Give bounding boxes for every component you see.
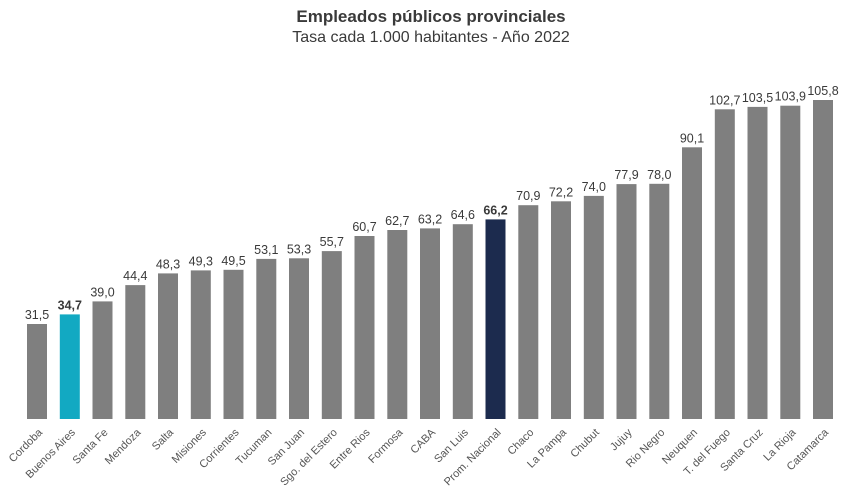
value-label-caba: 63,2 bbox=[418, 212, 442, 226]
category-label-salta: Salta bbox=[150, 426, 177, 453]
category-label-chubut: Chubut bbox=[568, 427, 602, 461]
bar-salta bbox=[158, 273, 178, 419]
bar-entre-rios bbox=[354, 236, 375, 419]
value-label-corrientes: 49,5 bbox=[221, 254, 245, 268]
value-label-santa-cruz: 103,5 bbox=[742, 91, 773, 105]
bar-buenos-aires bbox=[59, 314, 80, 419]
value-label-chubut: 74,0 bbox=[582, 180, 606, 194]
bar-catamarca bbox=[813, 100, 833, 419]
value-label-chaco: 70,9 bbox=[516, 189, 540, 203]
value-label-catamarca: 105,8 bbox=[807, 84, 838, 98]
bar-caba bbox=[420, 228, 440, 419]
value-label-formosa: 62,7 bbox=[385, 214, 409, 228]
value-label-jujuy: 77,9 bbox=[614, 168, 638, 182]
bar-chubut bbox=[583, 195, 604, 419]
value-label-prom-nacional: 66,2 bbox=[483, 203, 507, 217]
bar-rio-negro bbox=[649, 183, 670, 419]
bar-tucuman bbox=[256, 258, 277, 419]
category-label-caba: CABA bbox=[408, 426, 438, 456]
category-label-mendoza: Mendoza bbox=[103, 426, 144, 467]
bars-group bbox=[27, 100, 833, 420]
bar-prom-nacional bbox=[485, 219, 506, 419]
value-label-san-juan: 53,3 bbox=[287, 242, 311, 256]
value-label-salta: 48,3 bbox=[156, 257, 180, 271]
bar-t-del-fuego bbox=[714, 109, 735, 420]
bar-san-juan bbox=[289, 258, 309, 419]
category-label-chaco: Chaco bbox=[505, 427, 536, 458]
bar-san-luis bbox=[452, 224, 473, 419]
bar-misiones bbox=[190, 270, 211, 419]
category-label-formosa: Formosa bbox=[366, 426, 406, 466]
chart-subtitle: Tasa cada 1.000 habitantes - Año 2022 bbox=[292, 29, 570, 46]
value-label-t-del-fuego: 102,7 bbox=[709, 93, 740, 107]
bar-santa-fe bbox=[92, 301, 113, 419]
category-label-jujuy: Jujuy bbox=[608, 426, 635, 453]
bar-chaco bbox=[518, 205, 539, 419]
bar-la-rioja bbox=[780, 105, 801, 419]
value-label-la-pampa: 72,2 bbox=[549, 185, 573, 199]
category-label-prom-nacional: Prom. Nacional bbox=[442, 427, 504, 489]
value-label-santa-fe: 39,0 bbox=[90, 285, 114, 299]
bar-jujuy bbox=[616, 184, 637, 419]
value-label-neuquen: 90,1 bbox=[680, 131, 704, 145]
value-label-la-rioja: 103,9 bbox=[775, 90, 806, 104]
bar-formosa bbox=[387, 230, 408, 419]
value-label-misiones: 49,3 bbox=[189, 254, 213, 268]
value-label-cordoba: 31,5 bbox=[25, 308, 49, 322]
chart-title: Empleados públicos provinciales bbox=[296, 7, 566, 26]
value-label-rio-negro: 78,0 bbox=[647, 168, 671, 182]
bar-sgo-del-estero bbox=[321, 251, 342, 419]
bar-mendoza bbox=[125, 285, 146, 419]
value-label-tucuman: 53,1 bbox=[254, 243, 278, 257]
value-label-entre-rios: 60,7 bbox=[352, 220, 376, 234]
value-label-buenos-aires: 34,7 bbox=[58, 298, 82, 312]
bar-la-pampa bbox=[551, 201, 571, 419]
bar-santa-cruz bbox=[747, 106, 768, 420]
value-label-mendoza: 44,4 bbox=[123, 269, 147, 283]
value-label-san-luis: 64,6 bbox=[451, 208, 475, 222]
bar-neuquen bbox=[682, 147, 702, 420]
bar-corrientes bbox=[223, 269, 244, 419]
category-label-sgo-del-estero: Sgo. del Estero bbox=[278, 427, 340, 489]
value-labels-group: 31,5 34,7 39,0 44,4 48,3 49,3 49,5 53,1 53,3 55,7… bbox=[25, 84, 839, 322]
value-label-sgo-del-estero: 55,7 bbox=[320, 235, 344, 249]
bar-cordoba bbox=[27, 324, 47, 419]
